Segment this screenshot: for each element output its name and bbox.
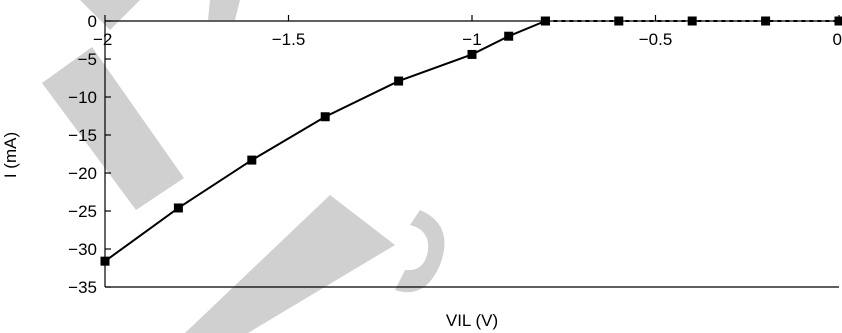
data-point <box>614 16 624 26</box>
x-tick-label: 0 <box>833 30 842 49</box>
y-tick-label: −5 <box>78 50 97 69</box>
watermark <box>42 0 445 333</box>
watermark-stroke-3 <box>208 0 240 20</box>
x-tick-label: −0.5 <box>639 30 673 49</box>
y-tick-label: −15 <box>68 126 97 145</box>
watermark-stroke-2 <box>185 195 395 333</box>
data-point <box>247 155 257 165</box>
watermark-stroke-5 <box>80 0 140 30</box>
data-point <box>173 203 183 213</box>
y-tick-label: −10 <box>68 88 97 107</box>
y-axis-label: I (mA) <box>1 132 20 178</box>
data-point <box>540 16 550 26</box>
data-point <box>504 31 514 41</box>
x-tick-label: −2 <box>93 30 112 49</box>
data-point <box>320 112 330 122</box>
x-axis-label: VIL (V) <box>446 311 498 330</box>
y-tick-label: −30 <box>68 240 97 259</box>
watermark-stroke-1 <box>42 47 184 210</box>
y-tick-label: −25 <box>68 202 97 221</box>
x-tick-label: −1.5 <box>272 30 306 49</box>
data-point <box>467 49 477 59</box>
y-tick-label: −20 <box>68 164 97 183</box>
watermark-stroke-4 <box>395 210 445 293</box>
data-point <box>761 16 771 26</box>
data-point <box>394 76 404 86</box>
x-tick-label: −1 <box>462 30 481 49</box>
series-layer <box>100 16 842 266</box>
y-tick-label: 0 <box>88 12 97 31</box>
y-tick-label: −35 <box>68 278 97 297</box>
tick-labels: −2 −1.5 −1 −0.5 0 0 −5 −10 −15 −20 −25 −30 −35 <box>68 12 842 297</box>
series-line-1 <box>104 20 546 262</box>
data-point <box>687 16 697 26</box>
data-point <box>834 16 842 26</box>
data-point <box>100 256 110 266</box>
